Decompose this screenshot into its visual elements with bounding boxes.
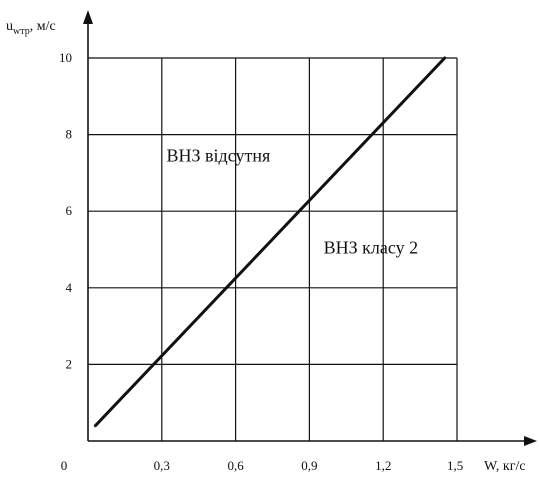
x-tick-label-3: 1,2 [375, 458, 391, 473]
region-label-1: ВНЗ класу 2 [324, 237, 419, 257]
y-axis-label-sub: wтр [13, 26, 30, 37]
x-tick-label-1: 0,6 [227, 458, 244, 473]
labels: W, кг/с uwтр, м/с ВНЗ відсутня ВНЗ класу 2 [6, 19, 526, 474]
grid [88, 57, 458, 441]
y-axis-arrow [83, 10, 93, 24]
x-tick-label-4: 1,5 [447, 458, 463, 473]
y-tick-label-1: 4 [66, 280, 73, 295]
y-axis-label-main: u [6, 19, 13, 34]
x-axis-label: W, кг/с [484, 459, 526, 474]
region-label-0: ВНЗ відсутня [167, 145, 271, 165]
x-tick-label-0: 0,3 [154, 458, 170, 473]
y-tick-label-4: 10 [59, 50, 72, 65]
y-tick-label-3: 8 [66, 127, 73, 142]
tick-labels: 0,3 0,6 0,9 1,2 1,5 2 4 6 8 10 0 [59, 50, 463, 473]
series-line-0 [93, 56, 447, 428]
y-axis-label: uwтр, м/с [6, 19, 56, 37]
x-axis-arrow [524, 436, 537, 446]
axes [83, 10, 537, 446]
y-axis-label-unit: , м/с [30, 19, 56, 34]
y-tick-label-0: 2 [66, 356, 73, 371]
y-tick-label-2: 6 [66, 203, 73, 218]
x-tick-label-2: 0,9 [301, 458, 317, 473]
origin-label: 0 [61, 458, 68, 473]
series-layer [93, 56, 447, 428]
